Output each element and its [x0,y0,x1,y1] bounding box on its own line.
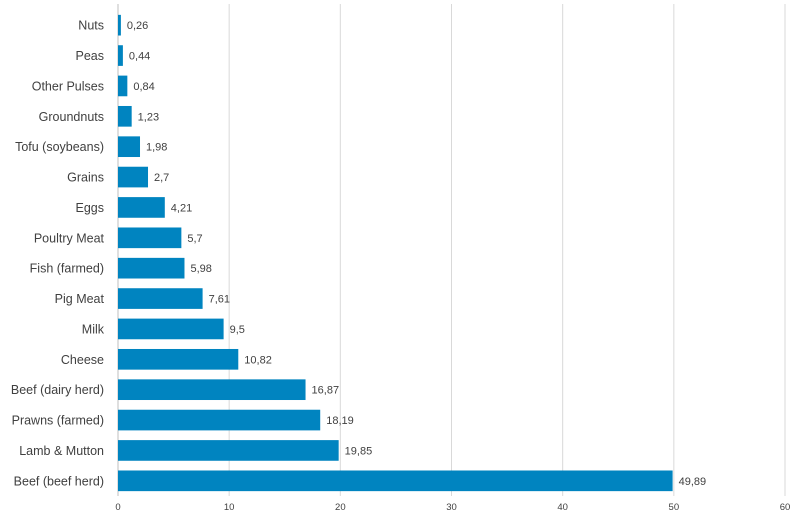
x-tick-label: 0 [115,502,120,513]
bar [118,470,673,492]
bar [118,348,239,370]
bar [118,105,132,127]
bar [118,288,203,309]
x-tick-label: 10 [224,502,235,513]
data-label: 5,7 [187,233,202,245]
category-label: Tofu (soybeans) [15,140,104,154]
value-labels: 0,26 0,44 0,84 1,23 1,98 2,7 4,21 5,7 5,98 7,61 9,… [127,20,706,488]
bar [118,379,306,401]
data-label: 9,5 [230,324,245,336]
x-tick-label: 20 [335,502,346,513]
bar [118,440,339,461]
bar [118,14,121,36]
data-label: 1,23 [138,111,159,123]
category-label: Beef (dairy herd) [11,383,104,397]
bar [118,45,123,66]
category-label: Milk [82,322,105,336]
category-label: Grains [67,171,104,185]
data-label: 19,85 [345,445,373,457]
bar [118,75,128,97]
data-label: 5,98 [190,263,211,275]
data-label: 0,26 [127,20,148,32]
data-label: 2,7 [154,172,169,184]
category-label: Groundnuts [39,110,104,124]
data-label: 16,87 [312,385,340,397]
data-label: 7,61 [209,294,230,306]
data-label: 0,44 [129,51,150,63]
category-label: Nuts [78,19,104,33]
category-label: Eggs [76,201,105,215]
data-label: 1,98 [146,142,167,154]
x-tick-label: 30 [446,502,457,513]
bars [118,14,673,492]
data-label: 18,19 [326,415,354,427]
x-tick-label: 60 [780,502,791,513]
bar [118,197,165,218]
bar [118,227,182,249]
x-tick-label: 50 [669,502,680,513]
data-label: 4,21 [171,202,192,214]
category-label: Cheese [61,353,104,367]
category-label: Pig Meat [55,292,105,306]
data-label: 10,82 [244,354,272,366]
bar [118,166,149,188]
data-label: 0,84 [133,81,154,93]
x-tick-labels: 0 10 20 30 40 50 60 [115,502,790,513]
data-label: 49,89 [679,476,707,488]
bar [118,318,224,340]
bar [118,409,321,431]
grid-lines [117,4,786,496]
category-label: Lamb & Mutton [19,444,104,458]
x-tick-label: 40 [557,502,568,513]
bar [118,257,185,279]
category-label: Peas [76,49,105,63]
category-label: Fish (farmed) [30,262,104,276]
category-labels: Nuts Peas Other Pulses Groundnuts Tofu (soyb… [11,19,105,489]
bar [118,136,141,158]
category-label: Poultry Meat [34,231,105,245]
category-label: Beef (beef herd) [14,474,104,488]
category-label: Other Pulses [32,79,104,93]
category-label: Prawns (farmed) [12,414,104,428]
